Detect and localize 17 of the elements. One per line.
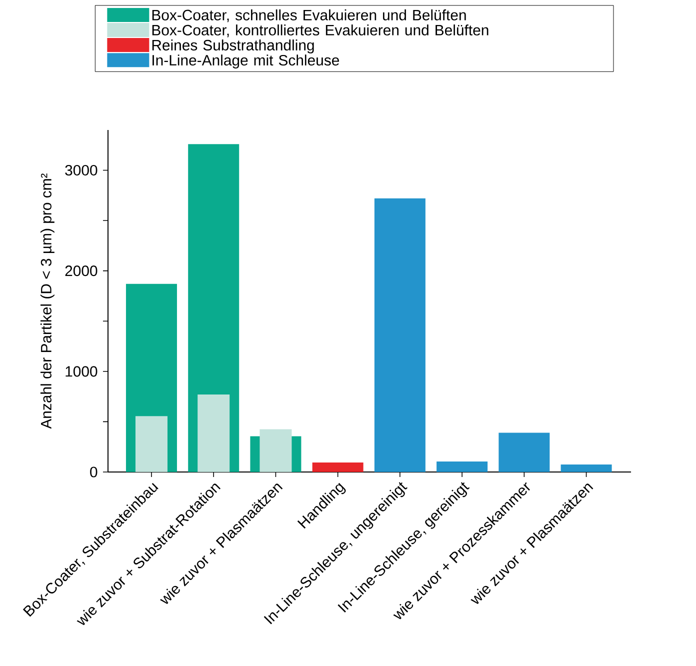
- bar: [260, 429, 292, 472]
- bar: [135, 416, 168, 472]
- bar: [498, 432, 550, 472]
- legend-label: Reines Substrathandling: [152, 40, 314, 54]
- bar: [198, 394, 230, 472]
- legend-label: In-Line-Anlage mit Schleuse: [152, 54, 340, 68]
- bar: [312, 462, 364, 472]
- y-tick-label: 3000: [65, 164, 98, 176]
- legend-label: Box-Coater, kontrolliertes Evakuieren und Belüften: [152, 24, 488, 38]
- legend-label: Box-Coater, schnelles Evakuieren und Belüften: [152, 9, 466, 22]
- y-tick-label: 2000: [65, 266, 98, 276]
- y-axis-title: Anzahl der Partikel (D < 3 µm) pro cm²: [40, 173, 54, 429]
- bar: [436, 461, 488, 472]
- y-tick-label: 0: [90, 466, 98, 478]
- y-tick-label: 1000: [66, 366, 98, 377]
- bar: [374, 198, 426, 472]
- bar: [560, 464, 612, 472]
